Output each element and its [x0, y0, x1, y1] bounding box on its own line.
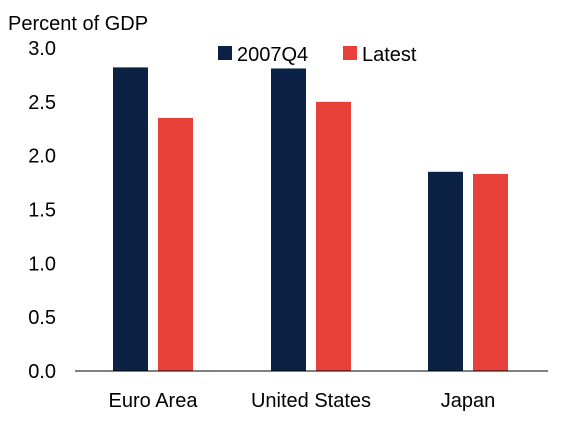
- bars: [113, 67, 508, 371]
- y-unit-label: Percent of GDP: [8, 13, 148, 35]
- legend-swatch-2007q4: [218, 46, 232, 60]
- y-tick-label: 2.0: [28, 146, 56, 168]
- y-tick-label: 1.5: [28, 200, 56, 222]
- legend-swatch-latest: [343, 46, 357, 60]
- legend: 2007Q4 Latest: [218, 44, 417, 66]
- bar-united-states-2007q4: [271, 68, 306, 371]
- legend-label-2007q4: 2007Q4: [237, 44, 308, 66]
- bar-japan-2007q4: [428, 171, 463, 371]
- x-tick-label-united-states: United States: [251, 390, 371, 412]
- y-tick-label: 3.0: [28, 38, 56, 60]
- y-axis: 0.0 0.5 1.0 1.5 2.0 2.5 3.0: [28, 38, 56, 383]
- y-tick-label: 2.5: [28, 92, 56, 114]
- x-axis: Euro Area United States Japan: [75, 370, 548, 412]
- bar-euro-area-2007q4: [113, 67, 148, 371]
- y-tick-label: 1.0: [28, 253, 56, 275]
- bar-japan-latest: [473, 173, 508, 371]
- y-tick-label: 0.0: [28, 361, 56, 383]
- bar-united-states-latest: [316, 101, 351, 371]
- x-tick-label-japan: Japan: [441, 390, 496, 412]
- x-tick-label-euro-area: Euro Area: [109, 390, 199, 412]
- bar-euro-area-latest: [158, 117, 193, 371]
- y-tick-label: 0.5: [28, 307, 56, 329]
- legend-label-latest: Latest: [362, 44, 417, 66]
